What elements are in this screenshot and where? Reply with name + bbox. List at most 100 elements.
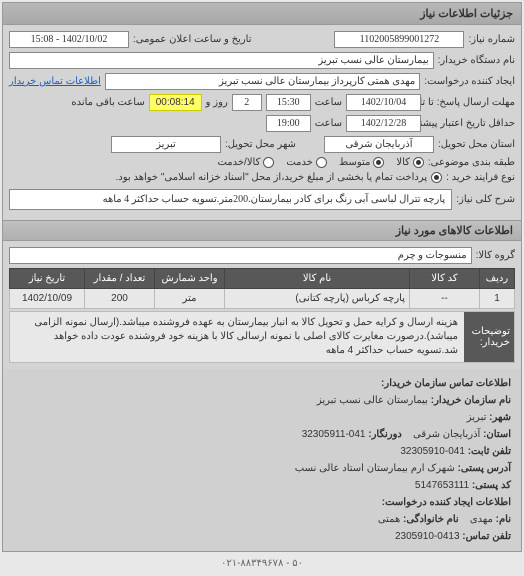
row-goods-group: گروه کالا: منسوجات و چرم [9,247,515,264]
radio-goods-icon [413,157,424,168]
remaining-days: 2 [232,94,262,111]
col-date: تاریخ نیاز [10,269,85,289]
radio-both[interactable]: کالا/خدمت [217,157,274,168]
province-value: آذربایجان شرقی [324,136,434,153]
province-label: استان محل تحویل: [438,139,515,150]
category-radios: کالا متوسط خدمت کالا/خدمت [217,157,423,168]
radio-service[interactable]: خدمت [286,157,327,168]
mobile-label: تلفن تماس: [462,531,511,542]
buyer-contact-link[interactable]: اطلاعات تماس خریدار [9,76,101,87]
col-row: ردیف [480,269,515,289]
radio-goods-label: کالا [396,157,410,168]
purchase-type-label: نوع فرایند خرید : [446,172,515,183]
buyer-name-value: بیمارستان عالی نسب تبریز [9,52,434,69]
deadline-date: 1402/10/04 [346,94,421,111]
radio-medium-label: متوسط [339,157,370,168]
radio-both-icon [263,157,274,168]
row-request-no: شماره نیاز: 1102005899001272 تاریخ و ساع… [9,31,515,48]
contact-province-label: استان: [483,429,511,440]
deadline-time: 15:30 [266,94,311,111]
radio-medium-icon [373,157,384,168]
remaining-days-label: روز و [206,97,228,108]
goods-section-title: اطلاعات کالاهای مورد نیاز [3,220,521,241]
row-location: استان محل تحویل: آذربایجان شرقی شهر محل … [9,136,515,153]
request-no-value: 1102005899001272 [334,31,464,48]
address-value: شهرک ارم بیمارستان استاد عالی نسب [295,463,455,474]
surname-value: همتی [378,514,400,525]
notes-row: توضیحات خریدار: هزینه ارسال و کرایه حمل … [9,311,515,363]
name-value: مهدی [470,514,493,525]
remaining-label: ساعت باقی مانده [71,97,144,108]
creator-value: مهدی همتی کارپرداز بیمارستان عالی نسب تب… [105,73,420,90]
cell-unit: متر [155,289,225,309]
panel-title: جزئیات اطلاعات نیاز [3,3,521,25]
address-label: آدرس پستی: [458,463,511,474]
postal-label: کد پستی: [472,480,511,491]
row-creator: ایجاد کننده درخواست: مهدی همتی کارپرداز … [9,73,515,90]
table-row: 1 -- پارچه کرباس (پارچه کتانی) متر 200 1… [10,289,515,309]
summary-value: پارچه تترال لباسی آبی رنگ برای کادر بیما… [9,189,452,210]
row-validity: حداقل تاریخ اعتبار پیشنهاد: تا تاریخ: 14… [9,115,515,132]
fax-value: 041-32305911 [302,429,366,440]
radio-service-icon [316,157,327,168]
cell-qty: 200 [85,289,155,309]
col-unit: واحد شمارش [155,269,225,289]
row-buyer-name: نام دستگاه خریدار: بیمارستان عالی نسب تب… [9,52,515,69]
summary-label: شرح کلی نیاز: [456,194,515,205]
creator-label: ایجاد کننده درخواست: [424,76,515,87]
deadline-time-label: ساعت [315,97,342,108]
purchase-type-note: پرداخت تمام یا بخشی از مبلغ خرید،از محل … [9,172,427,183]
postal-value: 5147653111 [415,480,469,491]
buyer-name-label: نام دستگاه خریدار: [438,55,515,66]
radio-goods[interactable]: کالا [396,157,424,168]
cell-row: 1 [480,289,515,309]
goods-body: گروه کالا: منسوجات و چرم ردیف کد کالا نا… [3,241,521,369]
goods-group-label: گروه کالا: [476,250,515,261]
phone-value: 041-32305910 [400,446,465,457]
remaining-time: 00:08:14 [149,94,202,111]
validity-label: حداقل تاریخ اعتبار پیشنهاد: تا تاریخ: [425,118,515,129]
main-panel: جزئیات اطلاعات نیاز شماره نیاز: 11020058… [2,2,522,552]
col-qty: تعداد / مقدار [85,269,155,289]
contact-city: تبریز [467,412,487,423]
radio-medium[interactable]: متوسط [339,157,384,168]
validity-time: 19:00 [266,115,311,132]
request-no-label: شماره نیاز: [468,34,515,45]
fax-label: دورنگار: [368,429,402,440]
purchase-type-radio-icon [431,172,442,183]
table-header-row: ردیف کد کالا نام کالا واحد شمارش تعداد /… [10,269,515,289]
contact-section: اطلاعات تماس سازمان خریدار: نام سازمان خ… [3,369,521,551]
phone-label: تلفن ثابت: [468,446,511,457]
contact-city-label: شهر: [489,412,511,423]
validity-time-label: ساعت [315,118,342,129]
name-label: نام: [496,514,511,525]
contact-title: اطلاعات تماس سازمان خریدار: [381,378,511,389]
radio-both-label: کالا/خدمت [217,157,260,168]
org-value: بیمارستان عالی نسب تبریز [317,395,428,406]
mobile-value: 0413-2305910 [395,531,460,542]
radio-service-label: خدمت [286,157,313,168]
goods-group-value: منسوجات و چرم [9,247,472,264]
col-name: نام کالا [225,269,410,289]
creator-section-title: اطلاعات ایجاد کننده درخواست: [382,497,511,508]
contact-province: آذربایجان شرقی [413,429,480,440]
public-date-value: 1402/10/02 - 15:08 [9,31,129,48]
cell-date: 1402/10/09 [10,289,85,309]
row-summary: شرح کلی نیاز: پارچه تترال لباسی آبی رنگ … [9,189,515,210]
deadline-label: مهلت ارسال پاسخ: تا تاریخ: [425,97,515,108]
cell-name: پارچه کرباس (پارچه کتانی) [225,289,410,309]
validity-date: 1402/12/28 [346,115,421,132]
col-code: کد کالا [410,269,480,289]
org-label: نام سازمان خریدار: [431,395,511,406]
row-deadline: مهلت ارسال پاسخ: تا تاریخ: 1402/10/04 سا… [9,94,515,111]
row-category: طبقه بندی موضوعی: کالا متوسط خدمت کالا/خ… [9,157,515,168]
city-value: تبریز [111,136,221,153]
category-label: طبقه بندی موضوعی: [428,157,515,168]
cell-code: -- [410,289,480,309]
surname-label: نام خانوادگی: [403,514,459,525]
footer: ۰۲۱-۸۸۳۴۹۶۷۸ - ۵۰ [0,554,524,573]
notes-content: هزینه ارسال و کرایه حمل و تحویل کالا به … [10,312,464,362]
public-date-label: تاریخ و ساعت اعلان عمومی: [133,34,252,45]
city-label: شهر محل تحویل: [225,139,296,150]
notes-label: توضیحات خریدار: [464,312,514,362]
